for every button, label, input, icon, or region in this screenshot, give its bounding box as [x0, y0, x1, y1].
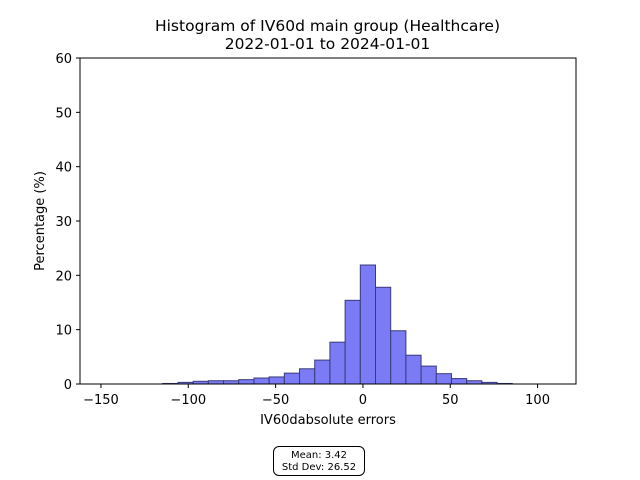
y-tick-label: 0: [64, 378, 72, 393]
x-tick-label: −150: [83, 393, 119, 408]
histogram-bar: [375, 286, 392, 385]
histogram-bar: [344, 299, 361, 385]
histogram-bar: [314, 359, 331, 385]
y-axis-label: Percentage (%): [33, 171, 48, 271]
histogram-bar: [329, 341, 346, 385]
y-tick-label: 40: [55, 161, 72, 176]
histogram-bar: [268, 376, 285, 385]
histogram-bar: [238, 379, 255, 385]
mean-label: Mean: 3.42: [290, 450, 348, 461]
bar-group: [162, 264, 513, 385]
y-tick-label: 20: [55, 269, 72, 284]
histogram-bar: [253, 377, 270, 385]
histogram-bar: [359, 264, 377, 385]
x-tick-label: 0: [359, 393, 367, 408]
y-tick-label: 10: [55, 324, 72, 339]
x-tick-label: −50: [262, 393, 289, 408]
chart-title: Histogram of IV60d main group (Healthcar…: [154, 17, 501, 35]
histogram-bar: [390, 330, 407, 385]
y-tick-label: 50: [55, 106, 72, 121]
x-tick-label: 100: [525, 393, 550, 408]
y-axis-ticks: 0 10 20 30 40 50 60: [55, 52, 80, 393]
x-axis-ticks: −150 −100 −50 0 50 100: [83, 384, 550, 408]
y-tick-label: 60: [55, 52, 72, 67]
histogram-bar: [435, 373, 452, 385]
histogram-bar: [299, 368, 316, 385]
stats-annotation-box: Mean: 3.42 Std Dev: 26.52: [273, 446, 365, 476]
chart-subtitle: 2022-01-01 to 2024-01-01: [224, 35, 431, 53]
plot-frame: [79, 57, 577, 385]
y-tick-label: 30: [55, 215, 72, 230]
std-dev-label: Std Dev: 26.52: [281, 462, 357, 473]
histogram-bar: [450, 378, 468, 385]
histogram-bar: [420, 365, 437, 385]
x-axis-label: IV60dabsolute errors: [260, 413, 396, 428]
histogram-bar: [405, 354, 422, 385]
x-tick-label: 50: [442, 393, 459, 408]
x-tick-label: −100: [170, 393, 206, 408]
histogram-bar: [283, 372, 301, 385]
